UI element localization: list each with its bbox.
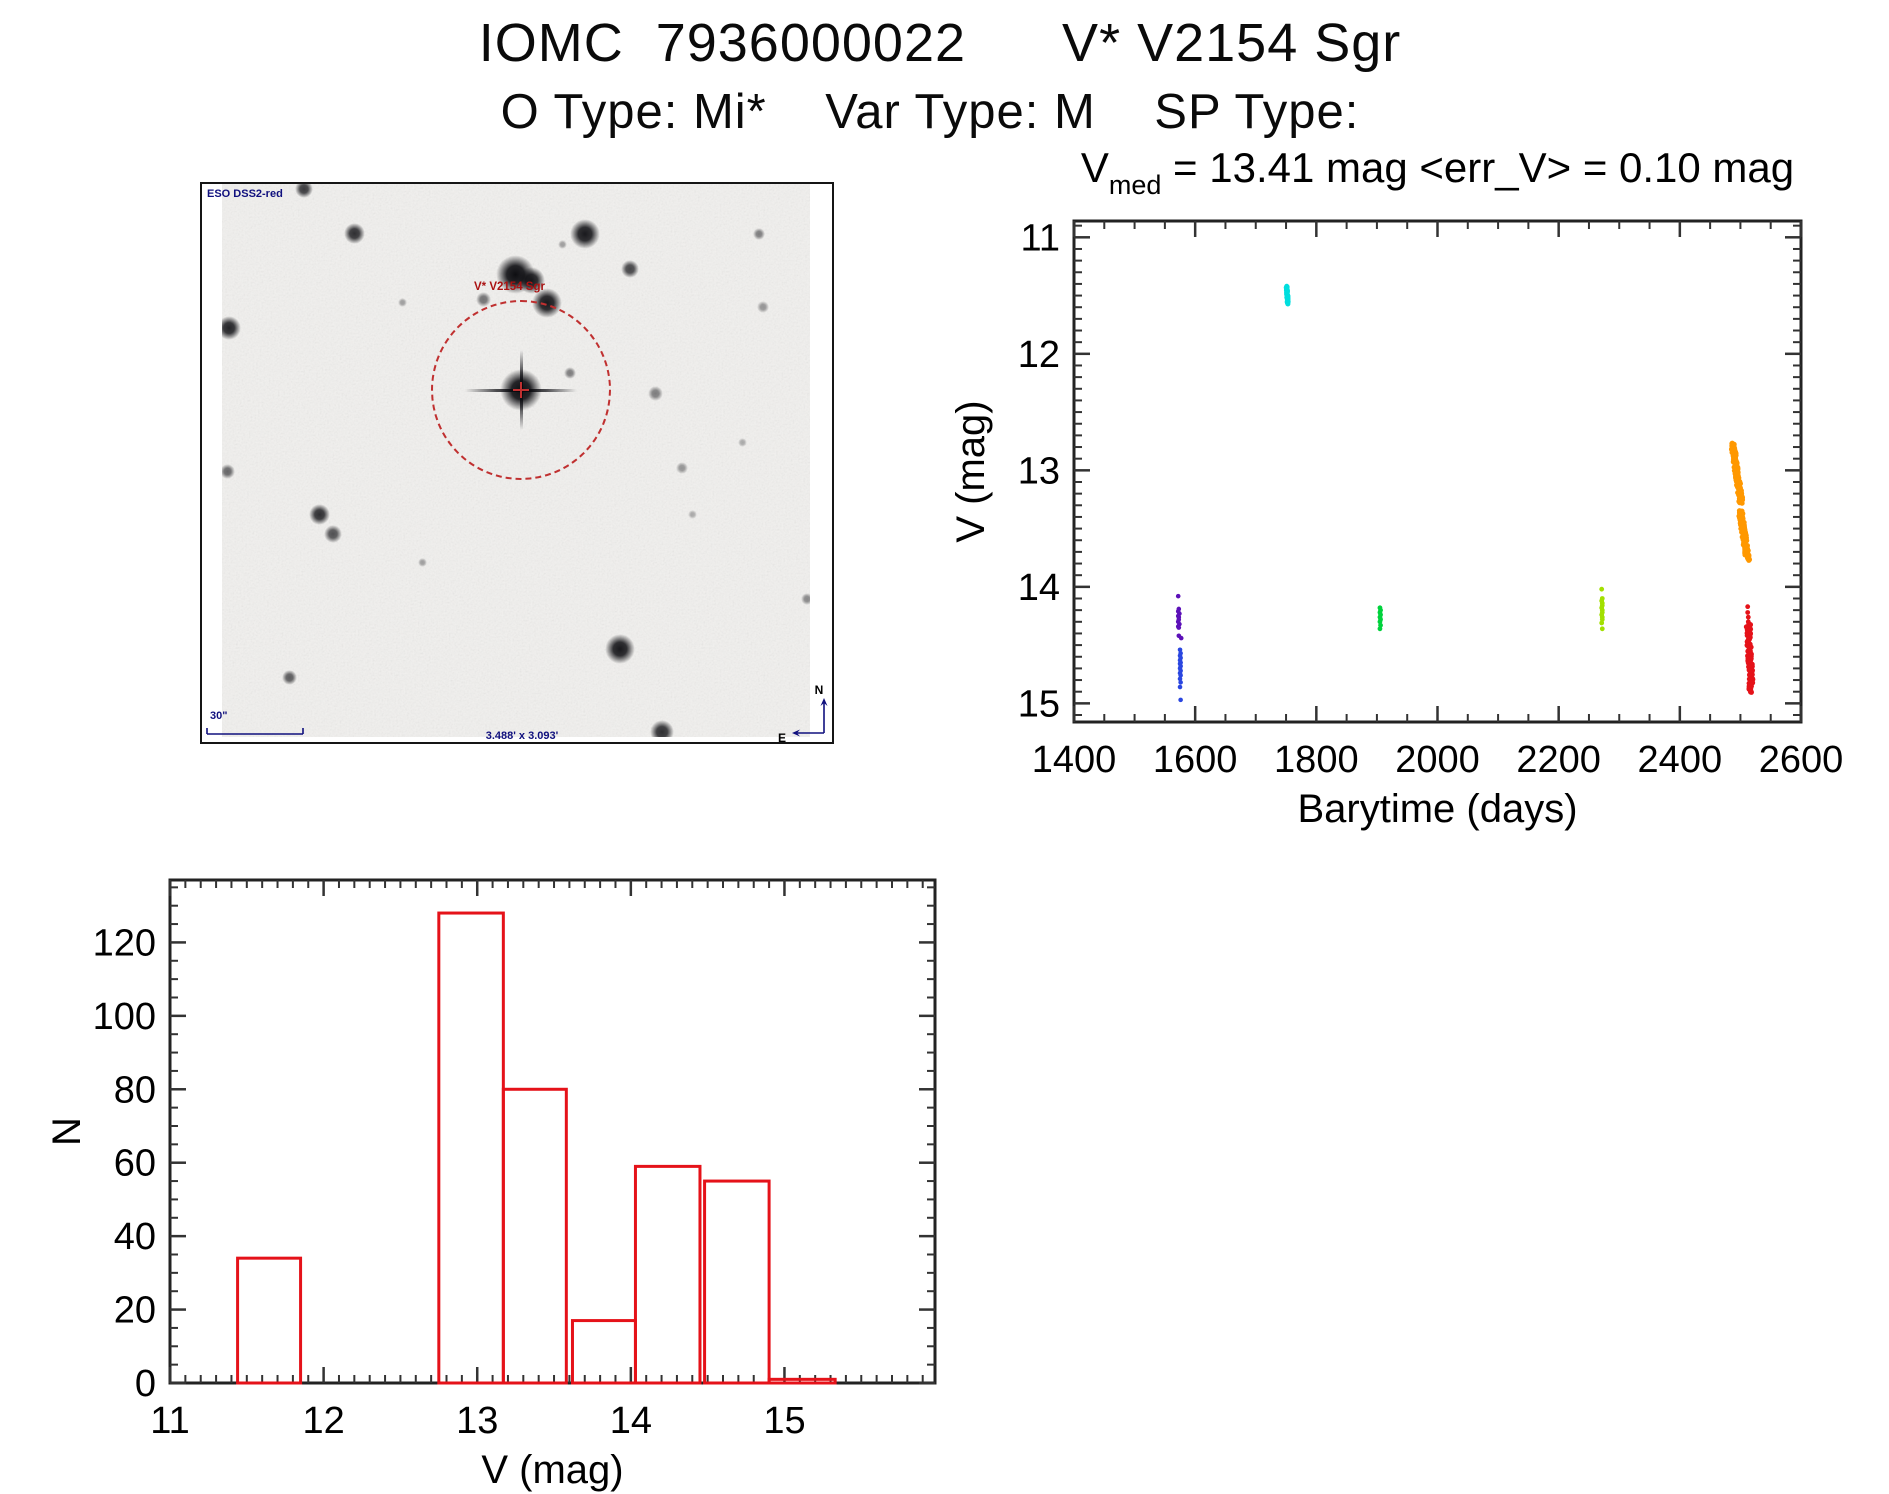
series-epoch1-blue	[1177, 647, 1183, 703]
field-star	[650, 720, 674, 737]
field-star	[757, 301, 769, 313]
field-star	[417, 557, 427, 567]
svg-text:2200: 2200	[1516, 739, 1601, 781]
field-star	[687, 509, 697, 519]
histogram-bar	[236, 1256, 303, 1385]
svg-text:11: 11	[1021, 217, 1060, 259]
survey-label: ESO DSS2-red	[207, 188, 283, 200]
fov-label: 3.488' x 3.093'	[485, 730, 559, 742]
svg-text:V (mag): V (mag)	[481, 1448, 623, 1492]
field-star	[281, 669, 297, 685]
svg-text:40: 40	[114, 1216, 156, 1258]
svg-text:2000: 2000	[1395, 739, 1480, 781]
svg-text:2400: 2400	[1638, 739, 1723, 781]
svg-text:11: 11	[150, 1400, 189, 1442]
svg-text:1400: 1400	[1032, 739, 1117, 781]
svg-text:14: 14	[1018, 567, 1060, 609]
svg-text:1600: 1600	[1153, 739, 1238, 781]
histogram-chart: 11 12 13 14 15 0 20 40 60 80 100 120 V (mag) N	[45, 878, 937, 1492]
series-epoch4-chartreuse	[1599, 586, 1605, 632]
series-epoch2-cyan	[1283, 283, 1291, 307]
series-epoch3-green	[1377, 605, 1383, 632]
histogram-bar	[501, 1087, 568, 1385]
field-star	[621, 260, 639, 278]
field-star	[222, 316, 241, 340]
compass-north-label: N	[815, 683, 824, 697]
svg-text:13: 13	[1018, 450, 1060, 492]
field-star	[557, 239, 567, 249]
svg-text:12: 12	[1018, 334, 1060, 376]
field-star	[308, 503, 330, 525]
svg-text:N: N	[45, 1117, 89, 1146]
field-star	[605, 634, 635, 664]
page-subtitle: O Type: Mi* Var Type: M SP Type:	[500, 85, 1360, 139]
compass-icon: N E	[778, 683, 828, 744]
page-title: IOMC 7936000022 V* V2154 Sgr	[478, 13, 1402, 73]
svg-text:Vmed = 13.41 mag <err_V>: Vmed = 13.41 mag <err_V> = 0.10 mag	[1081, 144, 1794, 200]
histogram-bar	[703, 1179, 771, 1385]
svg-text:60: 60	[114, 1143, 156, 1185]
field-star	[801, 593, 810, 605]
svg-text:0: 0	[135, 1363, 156, 1405]
histogram-bar	[570, 1319, 637, 1385]
svg-text:80: 80	[114, 1069, 156, 1111]
target-cross-icon-v	[520, 382, 522, 398]
field-star	[737, 437, 747, 447]
field-star	[324, 525, 342, 543]
field-star	[475, 291, 491, 307]
histogram-bar	[633, 1164, 702, 1385]
svg-text:120: 120	[93, 922, 156, 964]
svg-text:1800: 1800	[1274, 739, 1359, 781]
svg-text:15: 15	[1018, 683, 1060, 725]
svg-text:20: 20	[114, 1290, 156, 1332]
field-star	[753, 228, 765, 240]
series-epoch5-orange-a	[1728, 440, 1746, 506]
series-epoch1-dark-purple	[1175, 593, 1184, 641]
scale-bar	[206, 728, 304, 735]
compass-east-label: E	[778, 731, 786, 744]
field-star	[343, 222, 365, 244]
svg-text:V (mag): V (mag)	[949, 400, 993, 542]
svg-text:2600: 2600	[1759, 739, 1844, 781]
lightcurve-chart: 1400 1600 1800 2000 2200 2400 2600 11 12 13 14 15 Ba…	[949, 144, 1844, 831]
svg-text:13: 13	[456, 1400, 498, 1442]
scale-bar-label: 30"	[210, 710, 228, 722]
field-star	[570, 219, 600, 249]
histogram-bar	[767, 1377, 837, 1385]
svg-text:12: 12	[302, 1400, 344, 1442]
target-circle-marker	[431, 300, 611, 480]
svg-text:15: 15	[763, 1400, 805, 1442]
svg-text:14: 14	[610, 1400, 652, 1442]
field-star	[676, 462, 688, 474]
field-star	[397, 297, 407, 307]
field-star	[647, 385, 663, 401]
histogram-bar	[437, 911, 505, 1385]
finding-chart: ESO DSS2-red V* V2154 Sgr 30" 3.488' x 3…	[200, 182, 834, 744]
series-epoch5-red	[1743, 621, 1756, 695]
series-epoch5-orange-b	[1736, 508, 1753, 563]
series-epoch5-red-sparse	[1745, 604, 1751, 625]
svg-text:100: 100	[93, 996, 156, 1038]
field-star	[222, 463, 235, 479]
field-star	[295, 184, 313, 198]
target-name-label: V* V2154 Sgr	[474, 281, 545, 293]
svg-text:Barytime (days): Barytime (days)	[1297, 787, 1577, 831]
